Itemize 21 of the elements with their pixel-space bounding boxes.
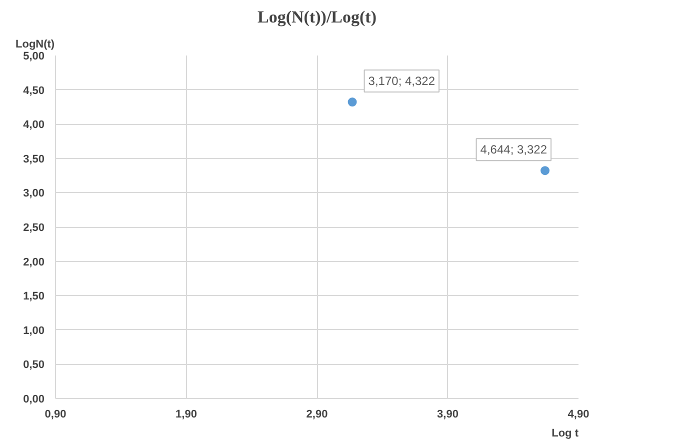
y-tick-label: 3,00 — [23, 188, 45, 200]
data-label: 3,170; 4,322 — [368, 74, 436, 88]
y-tick-label: 4,00 — [23, 119, 45, 132]
y-tick-label: 2,50 — [23, 222, 45, 234]
y-tick-label: 4,50 — [23, 84, 45, 97]
x-tick-label: 4,90 — [568, 408, 590, 420]
x-tick-label: 3,90 — [437, 408, 458, 420]
y-tick-label: 3,50 — [23, 153, 45, 166]
x-axis-title: Log t — [552, 428, 579, 440]
y-tick-label: 0,50 — [23, 359, 45, 372]
y-tick-label: 2,00 — [23, 256, 45, 268]
y-tick-label: 5,00 — [23, 50, 45, 62]
x-tick-label: 1,90 — [176, 408, 197, 420]
y-axis-title: LogN(t) — [16, 38, 55, 50]
data-label: 4,644; 3,322 — [480, 142, 548, 157]
y-tick-label: 0,00 — [23, 394, 45, 406]
y-tick-label: 1,50 — [23, 290, 45, 303]
x-tick-label: 2,90 — [306, 408, 328, 420]
y-tick-label: 1,00 — [23, 324, 45, 337]
chart-title: Log(N(t))/Log(t) — [258, 8, 376, 26]
x-tick-label: 0,90 — [44, 408, 66, 420]
